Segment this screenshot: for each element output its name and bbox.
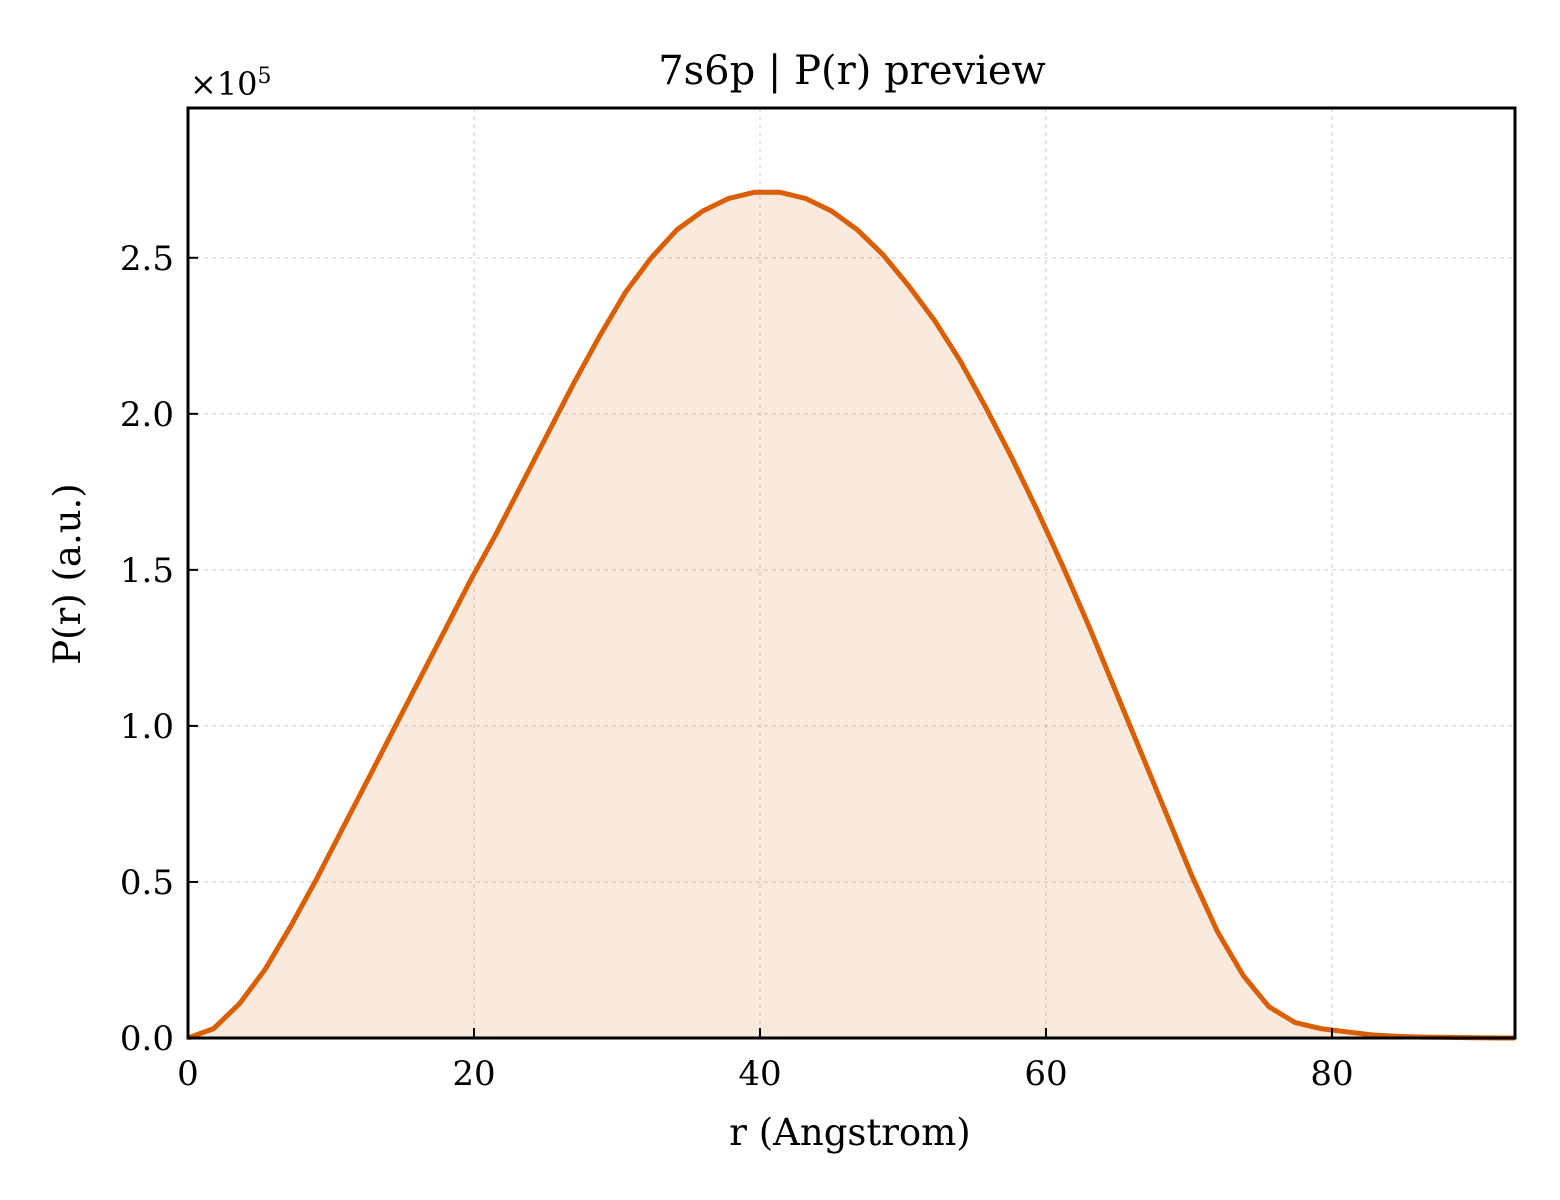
x-axis-label: r (Angstrom) (729, 1111, 970, 1154)
x-tick-label: 20 (452, 1054, 495, 1094)
y-tick-label: 2.5 (120, 239, 174, 279)
axis-ticks: 0 20 40 60 80 0.0 0.5 1.0 1.5 2.0 2.5 (120, 239, 1354, 1094)
y-axis-label: P(r) (a.u.) (46, 483, 89, 665)
y-tick-label: 1.0 (120, 707, 174, 747)
x-tick-label: 60 (1024, 1054, 1067, 1094)
x-tick-label: 40 (738, 1054, 781, 1094)
y-tick-label: 0.0 (120, 1019, 174, 1059)
x-tick-label: 80 (1310, 1054, 1353, 1094)
plot-frame (186, 106, 1517, 1040)
grid (188, 108, 1515, 1038)
x-tick-label: 0 (177, 1054, 199, 1094)
area-fill (188, 192, 1515, 1039)
y-tick-label: 2.0 (120, 395, 174, 435)
y-tick-label: 0.5 (120, 863, 174, 903)
y-axis-offset-label: ×105 (190, 64, 272, 103)
y-tick-label: 1.5 (120, 551, 174, 591)
chart-title: 7s6p | P(r) preview (658, 48, 1046, 94)
series-line (187, 189, 1515, 1041)
